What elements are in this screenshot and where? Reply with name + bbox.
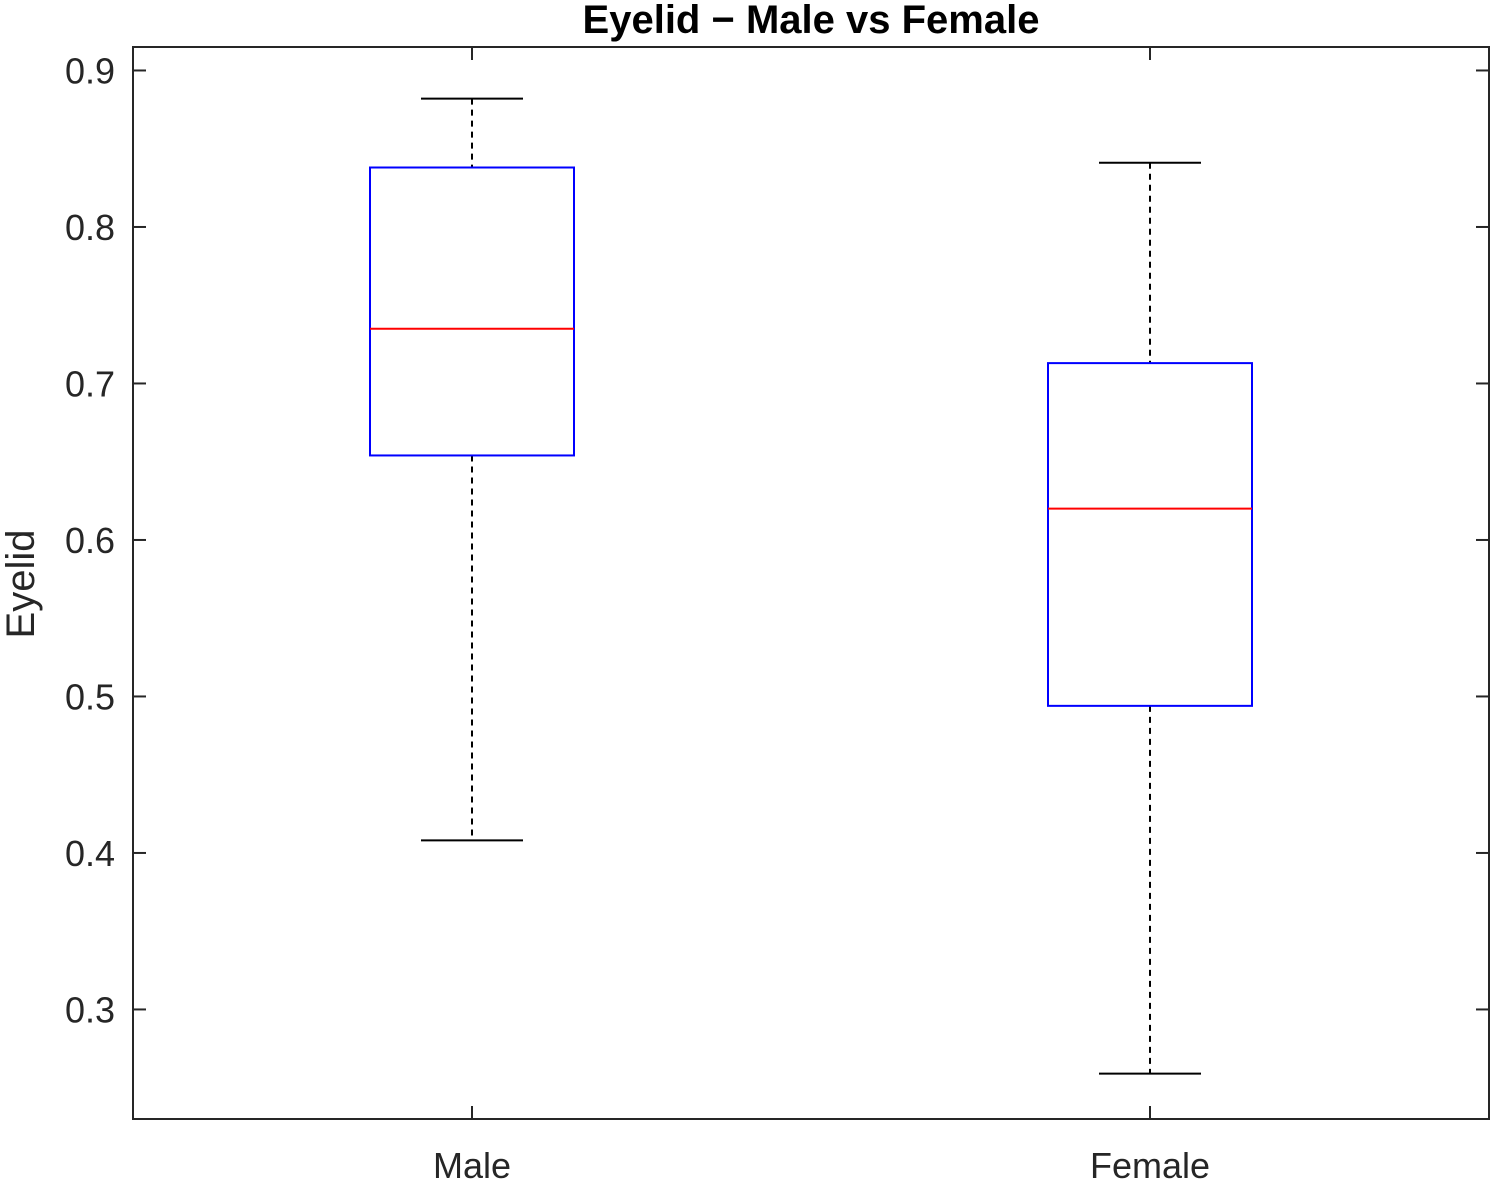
y-tick-label: 0.9 [65,50,115,91]
box-female [1047,161,1253,1075]
box-iqr [1047,362,1253,707]
x-tick-label: Male [433,1145,511,1182]
y-tick-label: 0.7 [65,363,115,404]
y-tick-label: 0.8 [65,207,115,248]
y-tick-label: 0.4 [65,833,115,874]
y-tick-label: 0.5 [65,676,115,717]
box-iqr [369,166,575,457]
x-tick-label: Female [1090,1145,1210,1182]
box-series [369,97,1253,1075]
y-axis: 0.3 0.4 0.5 0.6 0.7 0.8 0.9 [65,50,1489,1030]
plot-area-frame [132,46,1490,1120]
chart-title: Eyelid − Male vs Female [583,0,1040,42]
x-axis: Male Female [433,47,1210,1182]
box-male [369,97,575,842]
y-tick-label: 0.3 [65,989,115,1030]
y-tick-label: 0.6 [65,520,115,561]
y-axis-label: Eyelid [0,530,43,639]
